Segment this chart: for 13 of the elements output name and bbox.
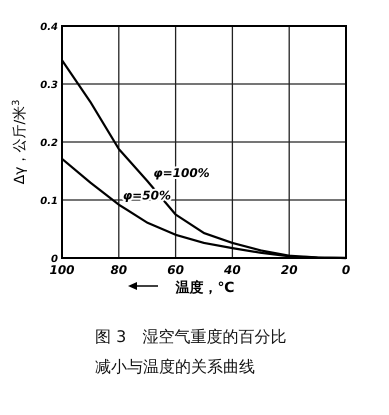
y-tick-label: 0	[51, 254, 58, 265]
y-tick-label: 0.2	[40, 138, 58, 149]
x-tick-label: 40	[223, 263, 241, 277]
x-tick-label: 0	[342, 263, 350, 277]
x-tick-label: 100	[49, 263, 75, 277]
caption: 图 3 湿空气重度的百分比减小与温度的关系曲线	[95, 326, 288, 378]
x-tick-label: 80	[110, 263, 128, 277]
y-tick-label: 0.3	[40, 80, 58, 91]
y-tick-label: 0.1	[40, 196, 58, 207]
x-axis-title: 温度，℃	[174, 279, 235, 296]
x-tick-label: 60	[167, 263, 184, 277]
y-tick-label: 0.4	[40, 22, 58, 33]
x-tick-label: 20	[280, 263, 298, 277]
